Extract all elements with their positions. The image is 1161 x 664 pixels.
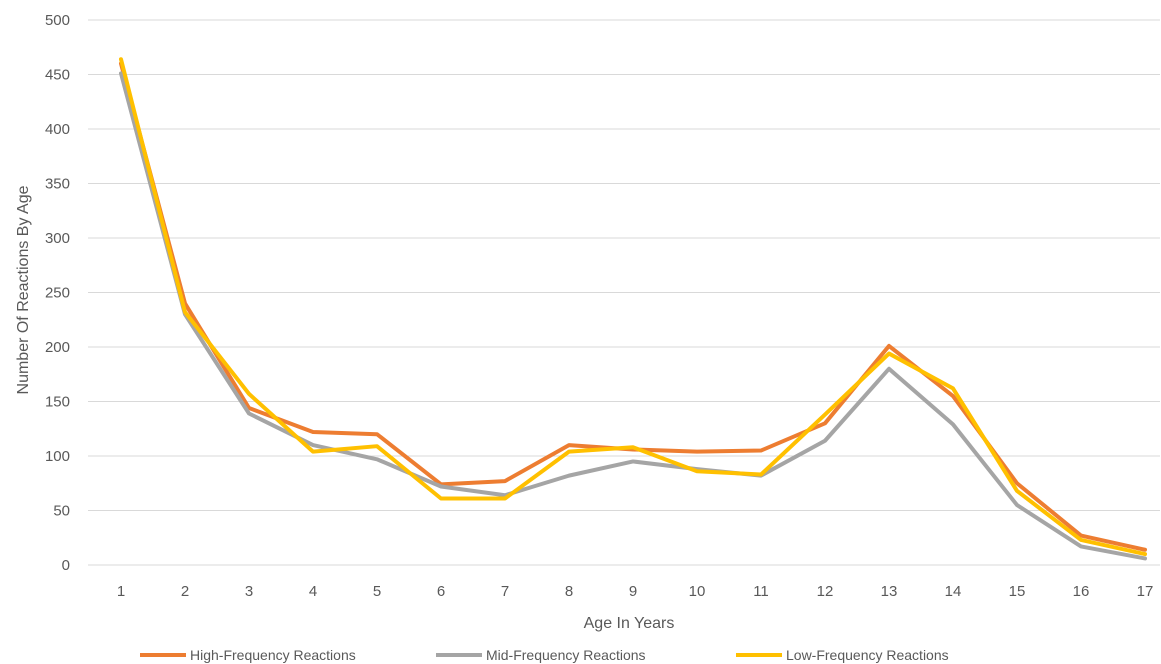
x-tick-label: 4 — [309, 583, 317, 600]
y-tick-label: 400 — [45, 121, 70, 138]
x-tick-label: 8 — [565, 583, 573, 600]
y-axis-ticks: 0 50 100 150 200 250 300 350 400 450 500 — [45, 12, 70, 574]
y-tick-label: 500 — [45, 12, 70, 29]
legend-label: Low-Frequency Reactions — [786, 647, 949, 663]
y-tick-label: 250 — [45, 285, 70, 302]
x-tick-label: 1 — [117, 583, 125, 600]
series-line-1 — [119, 61, 1147, 552]
legend: High-Frequency Reactions Mid-Frequency Re… — [140, 647, 949, 663]
x-tick-label: 12 — [817, 583, 834, 600]
x-tick-label: 9 — [629, 583, 637, 600]
series-line-2 — [119, 71, 1147, 561]
x-axis-title: Age In Years — [584, 615, 675, 632]
y-tick-label: 150 — [45, 394, 70, 411]
x-tick-label: 2 — [181, 583, 189, 600]
x-tick-label: 5 — [373, 583, 381, 600]
series-line-3 — [119, 57, 1147, 557]
y-tick-label: 100 — [45, 448, 70, 465]
x-tick-label: 3 — [245, 583, 253, 600]
x-tick-label: 13 — [881, 583, 898, 600]
legend-label: High-Frequency Reactions — [190, 647, 356, 663]
y-axis-title: Number Of Reactions By Age — [15, 185, 32, 394]
x-tick-label: 6 — [437, 583, 445, 600]
x-tick-label: 10 — [689, 583, 706, 600]
series-lines — [119, 57, 1147, 561]
legend-label: Mid-Frequency Reactions — [486, 647, 646, 663]
y-tick-label: 200 — [45, 339, 70, 356]
y-tick-label: 450 — [45, 67, 70, 84]
x-tick-label: 7 — [501, 583, 509, 600]
x-tick-label: 16 — [1073, 583, 1090, 600]
y-tick-label: 300 — [45, 230, 70, 247]
y-tick-label: 350 — [45, 176, 70, 193]
x-tick-label: 11 — [753, 583, 769, 600]
x-tick-label: 15 — [1009, 583, 1026, 600]
y-tick-label: 0 — [62, 557, 70, 574]
x-axis-ticks: 1 2 3 4 5 6 7 8 9 10 11 12 13 14 15 16 17 — [117, 583, 1154, 600]
y-tick-label: 50 — [53, 503, 70, 520]
x-tick-label: 14 — [945, 583, 962, 600]
x-tick-label: 17 — [1137, 583, 1154, 600]
gridlines — [88, 19, 1160, 511]
